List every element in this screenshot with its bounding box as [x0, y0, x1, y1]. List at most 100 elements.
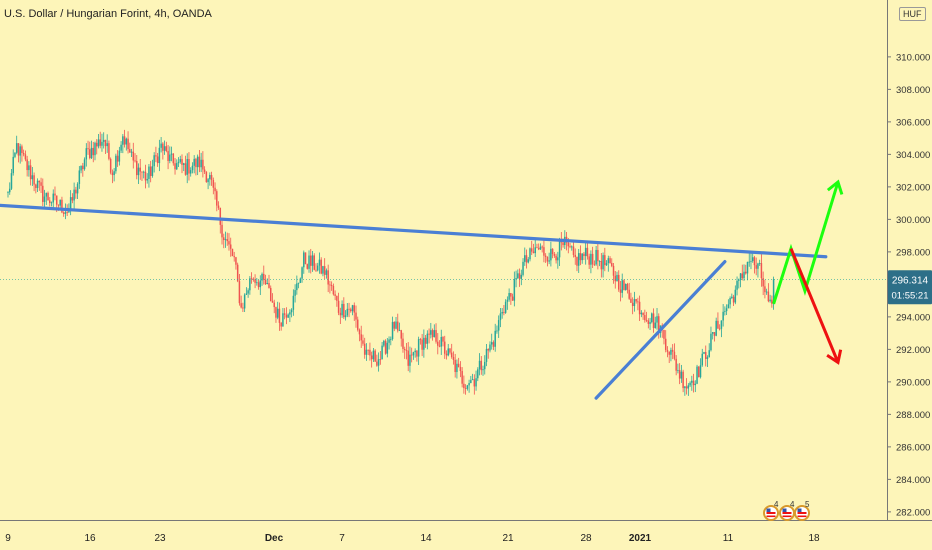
- candle-body: [122, 136, 124, 145]
- candle-body: [576, 256, 578, 266]
- candle-body: [454, 359, 456, 373]
- candle-body: [658, 316, 660, 333]
- candle-body: [760, 263, 763, 279]
- trendline-resistance[interactable]: [0, 203, 828, 259]
- candle: [536, 243, 538, 249]
- candle: [494, 323, 496, 352]
- candle: [470, 375, 472, 384]
- candle: [223, 233, 225, 249]
- candle: [398, 322, 401, 332]
- candle: [162, 142, 164, 160]
- candle-body: [765, 291, 768, 293]
- candle-body: [485, 348, 488, 362]
- candle: [503, 305, 505, 316]
- candle: [671, 344, 674, 360]
- candle: [482, 365, 484, 376]
- candle-body: [680, 371, 683, 379]
- candle-body: [718, 328, 721, 330]
- candle-body: [316, 265, 319, 271]
- candle-body: [350, 309, 352, 312]
- candle-body: [75, 189, 77, 194]
- candle: [358, 328, 361, 342]
- candle-body: [238, 281, 241, 304]
- candle-body: [480, 360, 483, 371]
- candle-body: [207, 179, 209, 183]
- candle-body: [487, 348, 489, 351]
- time-tick-label: 18: [808, 533, 820, 544]
- candle: [26, 155, 28, 177]
- candle-body: [29, 165, 32, 180]
- candle-body: [54, 193, 56, 196]
- candle-body: [198, 156, 201, 168]
- candle: [445, 350, 448, 360]
- candle: [235, 256, 237, 270]
- candle-body: [409, 354, 411, 366]
- candle-body: [503, 311, 505, 313]
- candle-body: [280, 322, 282, 327]
- candle: [113, 168, 115, 182]
- candle-body: [616, 274, 618, 282]
- candle: [33, 172, 35, 192]
- candle: [623, 279, 625, 291]
- bullish-projection-arrow[interactable]: [772, 179, 844, 305]
- price-label-countdown: 01:55:21: [892, 290, 929, 301]
- candle: [36, 178, 39, 192]
- candle-body: [374, 350, 376, 362]
- candle-body: [748, 261, 750, 263]
- event-marker[interactable]: 4: [763, 500, 779, 521]
- bearish-projection-arrow[interactable]: [789, 248, 843, 365]
- candle: [490, 333, 493, 350]
- candle-body: [544, 255, 547, 257]
- time-axis[interactable]: 9 16 23 Dec 7 14 21 28 2021 11 18: [5, 533, 820, 544]
- candle: [753, 255, 756, 274]
- candle-body: [49, 200, 51, 204]
- candle-body: [743, 271, 745, 279]
- candle: [254, 274, 256, 289]
- candle: [189, 167, 192, 177]
- candle-body: [732, 296, 735, 303]
- candle-body: [767, 291, 770, 302]
- candle-body: [282, 313, 284, 327]
- candle-body: [694, 383, 697, 386]
- event-marker[interactable]: 5: [794, 500, 810, 521]
- candle-body: [490, 342, 493, 345]
- candle-body: [703, 352, 705, 354]
- price-label[interactable]: 296.314 01:55:21: [888, 270, 932, 305]
- candle-body: [452, 357, 455, 360]
- candle-body: [577, 253, 580, 266]
- candle-body: [134, 160, 136, 162]
- candle: [170, 146, 173, 162]
- trendline-support[interactable]: [594, 260, 727, 400]
- candle: [534, 239, 536, 258]
- candle: [517, 269, 519, 280]
- candle-body: [746, 261, 749, 274]
- candle: [443, 335, 446, 359]
- price-tick-label: 288.000: [896, 410, 930, 421]
- event-marker[interactable]: 4: [779, 500, 795, 521]
- candle-body: [416, 350, 418, 357]
- candle-body: [475, 378, 477, 387]
- candle: [306, 263, 309, 270]
- candle: [214, 182, 216, 200]
- candle-body: [43, 196, 46, 202]
- candle: [478, 353, 481, 376]
- candle: [40, 177, 42, 193]
- candle-body: [339, 312, 342, 316]
- candle: [216, 189, 218, 212]
- candle: [377, 352, 380, 372]
- candles[interactable]: [7, 129, 775, 396]
- candle: [22, 149, 25, 157]
- currency-badge[interactable]: HUF: [899, 7, 926, 21]
- candle-body: [64, 212, 67, 214]
- candle: [370, 351, 373, 368]
- candle-body: [334, 294, 336, 296]
- candle: [101, 133, 103, 152]
- candle: [287, 313, 289, 319]
- candle-body: [437, 341, 439, 346]
- candle: [684, 386, 686, 396]
- candle: [363, 337, 366, 359]
- candle: [94, 141, 96, 161]
- us-flag-icon: [766, 512, 776, 514]
